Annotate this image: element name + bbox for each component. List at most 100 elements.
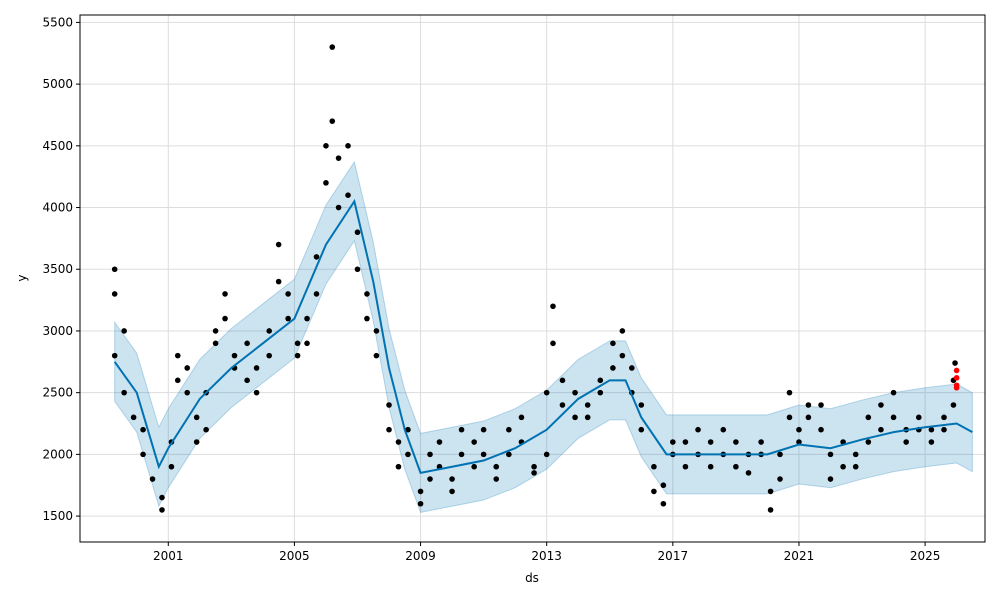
grid	[80, 15, 985, 542]
x-tick-label: 2009	[405, 549, 436, 563]
observed-point	[878, 402, 884, 408]
observed-point	[903, 439, 909, 445]
observed-point	[543, 451, 550, 458]
y-tick-label: 2000	[42, 447, 73, 461]
observed-point	[827, 451, 834, 458]
x-axis-label: ds	[525, 571, 539, 585]
observed-point	[928, 439, 935, 445]
observed-point	[733, 463, 739, 470]
observed-point	[941, 426, 947, 433]
observed-point	[890, 414, 897, 421]
observed-point	[266, 352, 272, 359]
observed-point	[682, 439, 689, 445]
y-tick-label: 3000	[42, 324, 73, 338]
observed-point	[364, 315, 370, 322]
observed-point	[805, 414, 812, 421]
observed-point	[941, 414, 947, 421]
observed-point	[140, 451, 146, 458]
observed-point	[329, 118, 336, 124]
observed-point	[852, 463, 859, 470]
observed-point	[313, 254, 320, 260]
y-tick-label: 5000	[42, 77, 73, 91]
observed-point	[745, 470, 752, 476]
observed-point	[335, 204, 342, 211]
observed-point	[559, 377, 566, 384]
y-tick-label: 4500	[42, 139, 73, 153]
observed-point	[174, 352, 181, 359]
forecast-line	[113, 198, 973, 475]
observed-point	[950, 402, 957, 408]
observed-point	[193, 439, 200, 445]
observed-point	[285, 315, 291, 322]
observed-point	[597, 377, 604, 384]
observed-point	[395, 463, 402, 470]
y-axis: 1500 2000 2500 3000 3500 4000 4500 5000 5500	[42, 15, 80, 523]
observed-point	[304, 340, 310, 347]
observed-point	[865, 439, 872, 445]
observed-point	[427, 451, 433, 458]
observed-point	[651, 488, 657, 495]
observed-points	[111, 44, 960, 513]
observed-point	[480, 426, 487, 433]
observed-point	[796, 439, 802, 445]
y-tick-label: 4000	[42, 201, 73, 215]
observed-point	[707, 463, 714, 470]
observed-point	[550, 340, 556, 347]
observed-point	[818, 426, 824, 433]
x-tick-label: 2017	[658, 549, 689, 563]
observed-point	[597, 389, 604, 396]
observed-point	[304, 315, 310, 322]
observed-point	[767, 488, 774, 495]
uncertainty-interval	[114, 160, 973, 513]
observed-point	[212, 328, 219, 334]
observed-point	[417, 500, 424, 507]
plot-frame	[79, 14, 986, 543]
observed-point	[584, 414, 591, 421]
observed-point	[159, 494, 165, 501]
observed-point	[610, 365, 616, 371]
x-tick-label: 2025	[910, 549, 941, 563]
observed-point	[130, 414, 137, 421]
observed-point	[335, 155, 342, 161]
observed-point	[890, 389, 897, 396]
observed-point	[786, 389, 793, 396]
observed-point	[427, 476, 433, 482]
test-point	[953, 367, 960, 374]
observed-point	[244, 377, 250, 384]
observed-point	[449, 476, 455, 482]
observed-point	[619, 352, 626, 359]
observed-point	[878, 426, 884, 433]
observed-point	[805, 402, 812, 408]
observed-point	[222, 315, 228, 322]
observed-point	[449, 488, 455, 495]
observed-point	[915, 414, 922, 421]
observed-point	[253, 389, 260, 396]
observed-point	[584, 402, 591, 408]
observed-point	[559, 402, 566, 408]
y-axis-label: y	[15, 274, 29, 281]
observed-point	[203, 426, 209, 433]
observed-point	[572, 389, 578, 396]
observed-point	[720, 426, 727, 433]
observed-point	[682, 463, 689, 470]
observed-point	[285, 291, 291, 297]
observed-point	[140, 426, 146, 433]
observed-point	[294, 352, 301, 359]
uncertainty-band	[114, 160, 973, 513]
observed-point	[253, 365, 260, 371]
observed-point	[518, 414, 525, 421]
test-point	[953, 384, 960, 391]
observed-point	[405, 451, 411, 458]
observed-point	[313, 291, 320, 297]
observed-point	[840, 463, 846, 470]
observed-point	[386, 402, 392, 408]
observed-point	[275, 241, 282, 248]
observed-point	[121, 328, 127, 334]
observed-point	[952, 360, 958, 366]
observed-point	[928, 426, 935, 433]
observed-point	[471, 463, 477, 470]
observed-point	[174, 377, 181, 384]
observed-point	[386, 426, 392, 433]
observed-point	[111, 266, 118, 273]
